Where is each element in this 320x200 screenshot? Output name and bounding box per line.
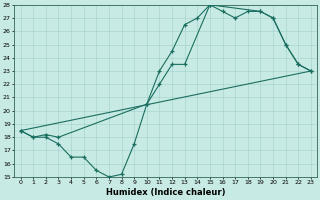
X-axis label: Humidex (Indice chaleur): Humidex (Indice chaleur): [106, 188, 226, 197]
